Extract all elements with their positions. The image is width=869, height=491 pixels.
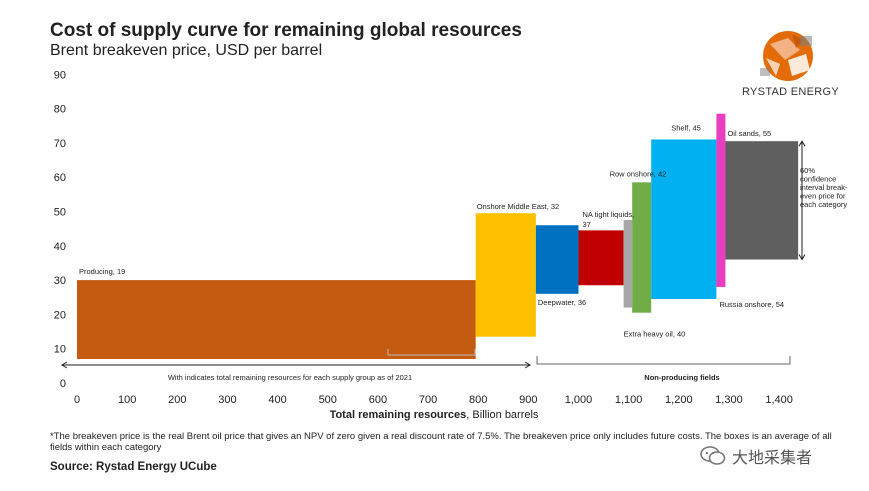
x-tick-label: 1,400: [765, 394, 793, 406]
bar-label-onshore-middle-east: Onshore Middle East, 32: [477, 202, 560, 211]
bar-labels: Producing, 19 Onshore Middle East, 32 Deep…: [79, 123, 784, 338]
watermark-text: 大地采集者: [732, 448, 813, 467]
bar-deepwater: [535, 225, 579, 294]
bar-label-row-onshore: Row onshore, 42: [610, 169, 667, 178]
y-tick-label: 40: [54, 241, 66, 253]
y-tick-label: 90: [54, 69, 66, 81]
producing-brace: [387, 349, 476, 356]
x-tick-label: 1,200: [665, 394, 693, 406]
bar-label-deepwater: Deepwater, 36: [538, 298, 586, 307]
bar-label-extra-heavy-oil: Extra heavy oil, 40: [624, 330, 686, 339]
rystad-logo-icon: [730, 28, 840, 103]
chart-bars: [77, 113, 799, 359]
confidence-note-line: 60%: [800, 166, 815, 175]
y-axis-ticks: 0 10 20 30 40 50 60 70 80 90: [54, 69, 66, 390]
non-producing-note: Non-producing fields: [644, 373, 719, 382]
bar-label-na-tight-liquids: NA tight liquids,: [583, 210, 635, 219]
confidence-note-line: confidence: [800, 175, 836, 184]
confidence-note-line: interval break-: [800, 183, 848, 192]
resources-arrow-head-left: [61, 361, 68, 369]
x-tick-label: 700: [419, 394, 437, 406]
confidence-note-line: even price for: [800, 192, 846, 201]
x-tick-label: 900: [519, 394, 537, 406]
bar-producing: [77, 280, 476, 359]
footnote: *The breakeven price is the real Brent o…: [50, 431, 832, 453]
confidence-note-line: each category: [800, 200, 847, 209]
chart-title: Cost of supply curve for remaining globa…: [50, 20, 522, 41]
x-tick-label: 1,300: [715, 394, 743, 406]
bar-extra-heavy-oil: [623, 220, 633, 308]
bar-label-oil-sands: Oil sands, 55: [727, 129, 771, 138]
resources-note: With indicates total remaining resources…: [168, 373, 412, 382]
x-tick-label: 600: [369, 394, 387, 406]
bar-oil-sands: [725, 141, 799, 260]
x-tick-label: 500: [319, 394, 337, 406]
confidence-arrow-head-bottom: [798, 254, 806, 261]
x-tick-label: 1,100: [615, 394, 643, 406]
x-tick-label: 400: [268, 394, 286, 406]
confidence-arrow-head-top: [798, 140, 806, 147]
y-tick-label: 80: [54, 104, 66, 116]
wechat-icon: [700, 445, 726, 467]
bar-onshore-middle-east: [475, 213, 536, 337]
y-tick-label: 60: [54, 172, 66, 184]
bar-label-russia-onshore: Russia onshore, 54: [719, 300, 784, 309]
bar-label-shelf: Shelf, 45: [671, 123, 701, 132]
y-tick-label: 50: [54, 207, 66, 219]
bar-na-tight-liquids: [578, 230, 624, 286]
bar-russia-onshore: [716, 113, 726, 287]
chart-subtitle: Brent breakeven price, USD per barrel: [50, 42, 323, 59]
x-axis-title: Total remaining resources, Billion barre…: [330, 409, 539, 421]
bar-label-producing: Producing, 19: [79, 267, 125, 276]
x-tick-label: 100: [118, 394, 136, 406]
x-tick-label: 300: [218, 394, 236, 406]
x-axis-title-rest: , Billion barrels: [466, 409, 539, 421]
bar-shelf: [651, 139, 717, 299]
x-tick-label: 200: [168, 394, 186, 406]
x-axis-title-bold: Total remaining resources: [330, 409, 467, 421]
bar-label-na-tight-liquids-value: 37: [583, 220, 591, 229]
y-tick-label: 20: [54, 309, 66, 321]
x-tick-label: 800: [469, 394, 487, 406]
y-tick-label: 0: [60, 378, 66, 390]
x-tick-label: 1,000: [565, 394, 593, 406]
watermark: 大地采集者: [700, 443, 812, 469]
supply-curve-chart: 0 10 20 30 40 50 60 70 80 90 0 100 200 300 400 500 600 7…: [54, 69, 848, 421]
resources-arrow-head-right: [524, 361, 531, 369]
bar-row-onshore: [632, 182, 652, 313]
logo-text: RYSTAD ENERGY: [742, 86, 840, 98]
y-tick-label: 70: [54, 138, 66, 150]
x-tick-label: 0: [74, 394, 80, 406]
y-tick-label: 10: [54, 344, 66, 356]
x-axis-ticks: 0 100 200 300 400 500 600 700 800 900 1,000 1,100 1,…: [74, 394, 793, 406]
non-producing-bracket: [536, 356, 791, 365]
y-tick-label: 30: [54, 275, 66, 287]
source-note: Source: Rystad Energy UCube: [50, 461, 217, 473]
